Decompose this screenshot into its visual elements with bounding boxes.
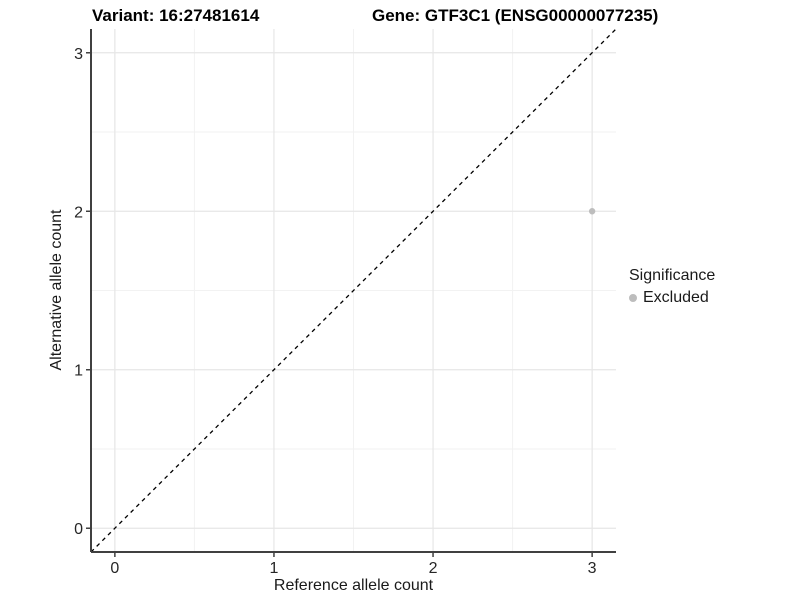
variant-title: Variant: 16:27481614 xyxy=(92,6,260,25)
x-tick-label: 3 xyxy=(588,560,597,577)
x-tick-label: 2 xyxy=(429,560,438,577)
identity-line xyxy=(90,28,617,553)
x-tick-label: 0 xyxy=(110,560,119,577)
gene-title: Gene: GTF3C1 (ENSG00000077235) xyxy=(372,6,659,25)
y-axis-title: Alternative allele count xyxy=(48,209,65,371)
legend-key-dot-icon xyxy=(629,294,637,302)
y-tick-label: 2 xyxy=(74,204,83,221)
x-axis-title: Reference allele count xyxy=(273,577,434,594)
y-tick-label: 1 xyxy=(74,363,83,380)
data-point xyxy=(588,208,596,215)
legend-item-label: Excluded xyxy=(643,289,709,306)
legend-item-excluded: Excluded xyxy=(629,288,715,308)
x-tick-label: 1 xyxy=(270,560,279,577)
legend: Significance Excluded xyxy=(629,266,715,308)
legend-title: Significance xyxy=(629,267,716,284)
y-tick-label: 0 xyxy=(74,521,83,538)
y-tick-label: 3 xyxy=(74,46,83,63)
